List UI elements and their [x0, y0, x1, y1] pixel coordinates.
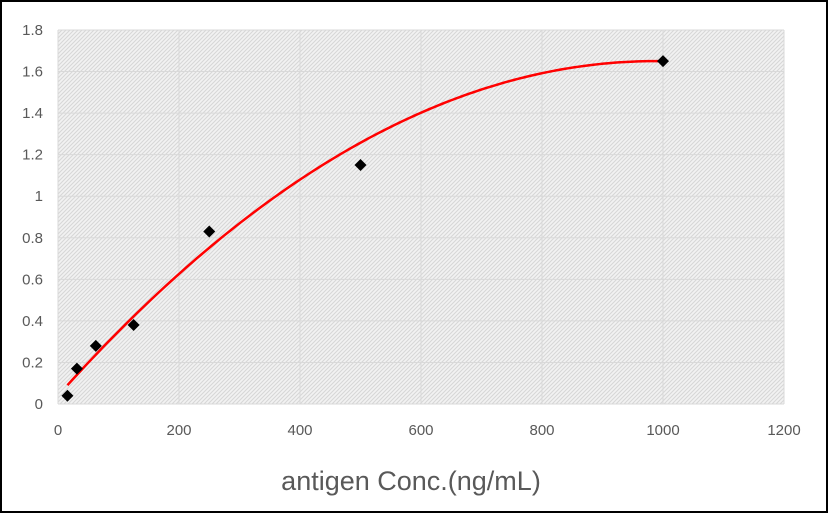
x-axis-title: antigen Conc.(ng/mL) — [281, 466, 541, 496]
data-point — [70, 362, 83, 375]
y-tick-label: 1.2 — [22, 147, 43, 164]
y-tick-label: 1.8 — [22, 22, 43, 39]
data-point — [203, 225, 216, 238]
y-tick-label: 0.6 — [22, 271, 43, 288]
y-tick-label: 0.4 — [22, 313, 43, 330]
y-tick-label: 0.8 — [22, 230, 43, 247]
tick-labels: 0 0.2 0.4 0.6 0.8 1 1.2 1.4 1.6 1.8 0 200 400 600 800 1… — [22, 22, 801, 439]
y-tick-label: 1.4 — [22, 105, 43, 122]
data-point — [657, 55, 669, 68]
trendline — [66, 59, 664, 387]
data-point — [61, 389, 74, 402]
gridlines — [57, 29, 785, 405]
x-tick-label: 600 — [408, 422, 433, 439]
data-point — [354, 159, 367, 172]
x-tick-label: 1000 — [646, 422, 679, 439]
y-tick-label: 1.6 — [22, 64, 43, 81]
x-tick-label: 1200 — [767, 422, 800, 439]
y-tick-label: 0 — [35, 396, 43, 413]
data-point — [127, 319, 140, 332]
x-tick-label: 200 — [166, 422, 191, 439]
data-points — [61, 55, 669, 402]
x-tick-label: 0 — [54, 422, 62, 439]
x-tick-label: 400 — [287, 422, 312, 439]
trendline-layer — [66, 59, 664, 387]
data-point — [89, 339, 102, 352]
x-tick-label: 800 — [529, 422, 554, 439]
y-tick-label: 1 — [35, 188, 43, 205]
y-tick-label: 0.2 — [22, 354, 43, 371]
